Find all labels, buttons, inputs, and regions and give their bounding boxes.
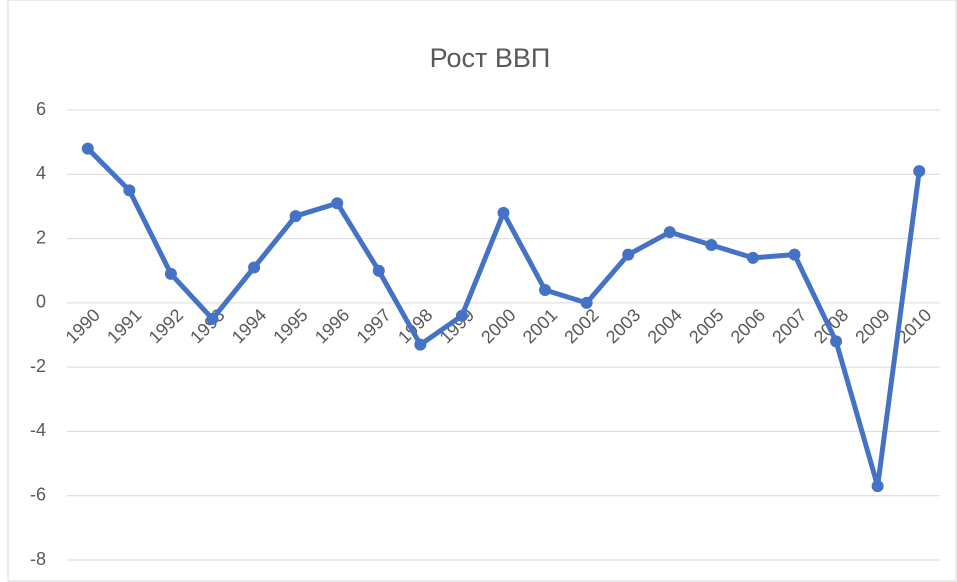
point	[788, 248, 801, 261]
point	[746, 251, 759, 264]
point	[622, 248, 635, 261]
point	[331, 197, 344, 210]
point	[539, 284, 552, 296]
point	[455, 309, 468, 322]
point	[164, 267, 177, 280]
y-tick-label: 2	[36, 227, 46, 247]
point	[289, 210, 302, 223]
chart-title: Рост ВВП	[430, 43, 551, 73]
y-tick-label: 6	[36, 99, 46, 119]
y-tick-label: 4	[36, 163, 46, 183]
point	[663, 226, 676, 239]
point	[871, 480, 884, 493]
point	[913, 165, 926, 178]
y-tick-label: -6	[30, 484, 46, 504]
y-tick-label: -4	[30, 420, 46, 440]
y-tick-label: 0	[36, 292, 46, 312]
point	[830, 335, 843, 348]
y-tick-label: -2	[30, 356, 46, 376]
point	[123, 184, 136, 197]
point	[206, 312, 219, 325]
point	[414, 338, 427, 351]
point	[497, 206, 510, 219]
chart-area	[7, 0, 957, 582]
y-tick-label: -8	[30, 549, 46, 569]
point	[248, 261, 261, 274]
point	[372, 264, 385, 277]
point	[81, 142, 94, 155]
point	[580, 296, 593, 309]
point	[705, 239, 718, 251]
